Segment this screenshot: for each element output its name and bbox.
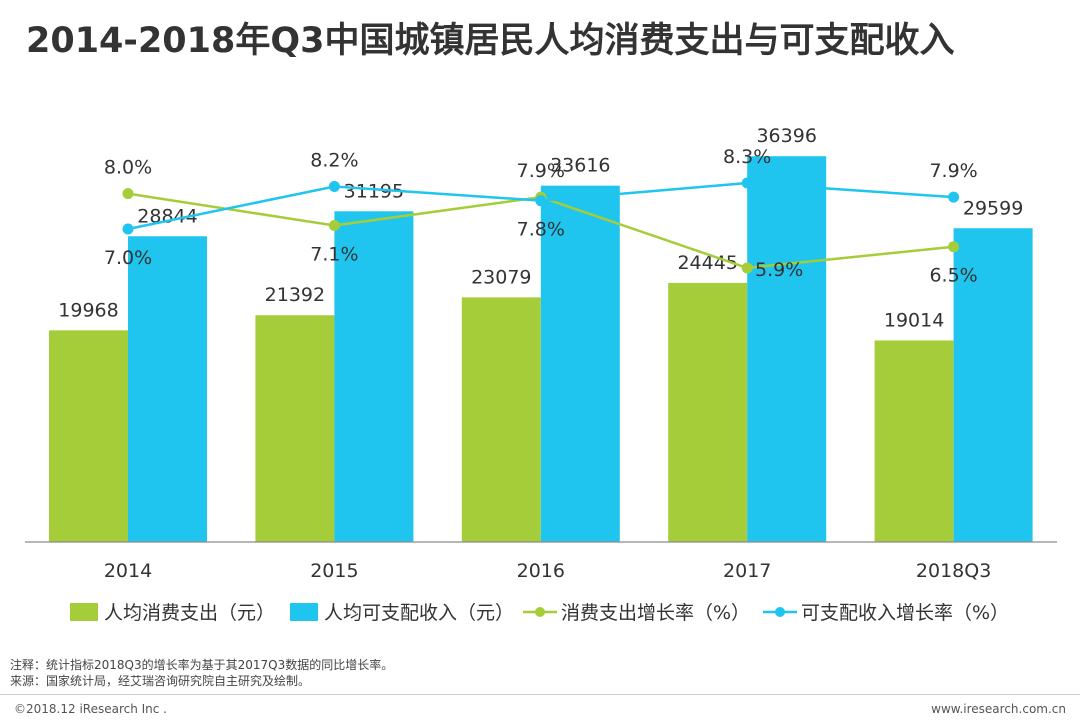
bar-income-2014: [128, 236, 207, 542]
line-value-label: 8.2%: [310, 150, 358, 172]
website-text: www.iresearch.com.cn: [931, 702, 1066, 716]
legend-label: 消费支出增长率（%）: [561, 602, 750, 624]
line-point: [122, 188, 134, 200]
footer-divider: [0, 694, 1080, 695]
line-value-label: 7.1%: [310, 243, 358, 265]
copyright-text: ©2018.12 iResearch Inc .: [14, 702, 167, 716]
line-value-label: 8.3%: [723, 146, 771, 168]
line-point: [535, 195, 547, 207]
bar-income-2018Q3: [953, 228, 1033, 542]
bar-value-label: 19968: [58, 299, 118, 321]
legend-swatch: [290, 603, 318, 621]
bar-consumption-2018Q3: [874, 340, 954, 542]
legend-swatch: [70, 603, 98, 621]
legend-label: 可支配收入增长率（%）: [801, 602, 1009, 624]
bar-value-label: 21392: [265, 284, 325, 306]
combo-chart: 19968 28844 2014 21392 31195 2015 23079 33616 20…: [25, 125, 1057, 624]
bar-value-label: 31195: [344, 180, 404, 202]
bar-consumption-2015: [255, 315, 335, 542]
bar-value-label: 19014: [884, 309, 944, 331]
bar-income-2017: [747, 156, 827, 542]
bar-consumption-2014: [49, 330, 128, 542]
line-point: [948, 191, 960, 203]
legend-label: 人均消费支出（元）: [104, 602, 275, 624]
line-value-label: 7.8%: [517, 219, 565, 241]
line-value-label: 6.5%: [929, 265, 977, 287]
bar-value-label: 33616: [550, 155, 610, 177]
line-point: [948, 241, 960, 253]
x-tick-label: 2015: [310, 560, 358, 582]
bar-income-2016: [540, 185, 620, 542]
line-point: [741, 177, 753, 189]
bar-income-2015: [334, 211, 414, 542]
x-tick-label: 2016: [517, 560, 565, 582]
line-value-label: 7.9%: [517, 160, 565, 182]
bar-value-label: 23079: [471, 266, 531, 288]
bar-value-label: 24445: [677, 252, 737, 274]
line-value-label: 8.0%: [104, 157, 152, 179]
legend-marker: [535, 607, 545, 617]
bar-consumption-2017: [668, 282, 748, 542]
source-text: 来源：国家统计局，经艾瑞咨询研究院自主研究及绘制。: [10, 674, 311, 688]
x-tick-label: 2014: [104, 560, 152, 582]
bar-value-label: 29599: [963, 197, 1023, 219]
bar-value-label: 36396: [756, 125, 816, 147]
bar-value-label: 28844: [137, 205, 197, 227]
line-point: [122, 223, 134, 235]
chart-notes: 注释：统计指标2018Q3的增长率为基于其2017Q3数据的同比增长率。 来源：…: [10, 657, 393, 689]
line-point: [328, 219, 340, 231]
line-value-label: 7.0%: [104, 247, 152, 269]
legend-marker: [775, 607, 785, 617]
x-tick-label: 2017: [723, 560, 771, 582]
line-point: [328, 181, 340, 193]
x-tick-label: 2018Q3: [916, 560, 991, 582]
note-text: 注释：统计指标2018Q3的增长率为基于其2017Q3数据的同比增长率。: [10, 658, 394, 672]
line-value-label: 5.9%: [755, 259, 803, 281]
chart-title: 2014-2018年Q3中国城镇居民人均消费支出与可支配收入: [26, 21, 955, 61]
line-value-label: 7.9%: [929, 160, 977, 182]
legend-label: 人均可支配收入（元）: [324, 602, 514, 624]
bar-consumption-2016: [461, 297, 541, 542]
line-point: [741, 262, 753, 274]
